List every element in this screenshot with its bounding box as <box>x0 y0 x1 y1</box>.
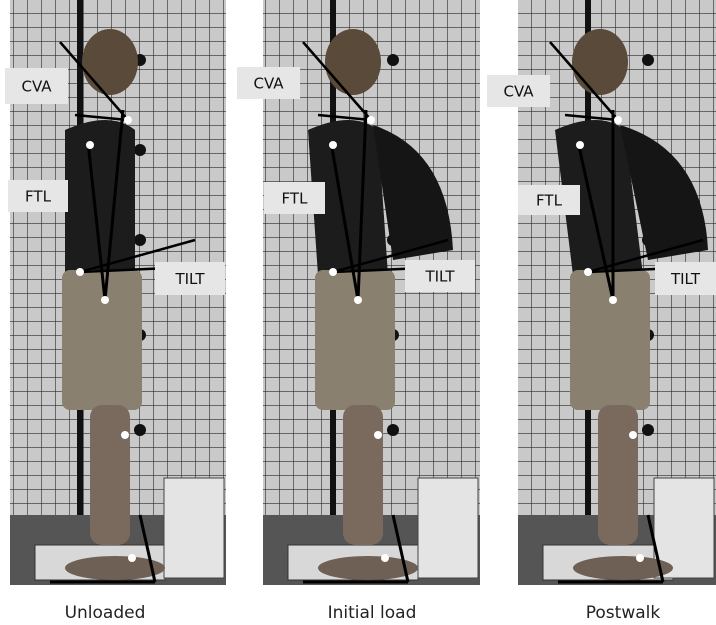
head <box>572 29 628 95</box>
angle-label: CVA <box>21 78 52 96</box>
marker <box>374 431 382 439</box>
grid-dot <box>134 234 146 246</box>
angle-label: CVA <box>253 75 284 93</box>
grid-dot <box>134 144 146 156</box>
marker <box>121 431 129 439</box>
marker <box>329 268 337 276</box>
angle-label: CVA <box>503 83 534 101</box>
marker <box>86 141 94 149</box>
marker <box>584 268 592 276</box>
angle-label: TILT <box>670 270 701 288</box>
shorts <box>62 270 142 410</box>
grid-dot <box>134 424 146 436</box>
figure: CVA FTL TILT Unloaded CVA FTL TILT Initial load… <box>0 0 716 625</box>
angle-label: FTL <box>282 190 309 208</box>
grid-dot <box>387 424 399 436</box>
marker <box>636 554 644 562</box>
caption: Postwalk <box>586 603 661 623</box>
marker <box>128 554 136 562</box>
marker <box>76 268 84 276</box>
legs <box>90 405 130 545</box>
angle-label: TILT <box>174 270 205 288</box>
angle-label: FTL <box>536 192 563 210</box>
photo-panel: CVA FTL TILT <box>237 0 480 585</box>
caption: Initial load <box>328 603 417 623</box>
marker <box>576 141 584 149</box>
head <box>325 29 381 95</box>
marker <box>629 431 637 439</box>
marker <box>609 296 617 304</box>
photo-panel: CVA FTL TILT <box>5 0 226 585</box>
box <box>418 478 478 578</box>
marker <box>614 116 622 124</box>
marker <box>101 296 109 304</box>
angle-label: FTL <box>25 188 52 206</box>
marker <box>354 296 362 304</box>
angle-label: TILT <box>424 268 455 286</box>
marker <box>381 554 389 562</box>
marker <box>329 141 337 149</box>
marker <box>124 116 132 124</box>
caption: Unloaded <box>65 603 146 623</box>
legs <box>343 405 383 545</box>
head <box>82 29 138 95</box>
grid-dot <box>642 424 654 436</box>
photo-panel: CVA FTL TILT <box>487 0 716 585</box>
marker <box>367 116 375 124</box>
grid-dot <box>642 54 654 66</box>
legs <box>598 405 638 545</box>
box <box>164 478 224 578</box>
grid-dot <box>387 54 399 66</box>
